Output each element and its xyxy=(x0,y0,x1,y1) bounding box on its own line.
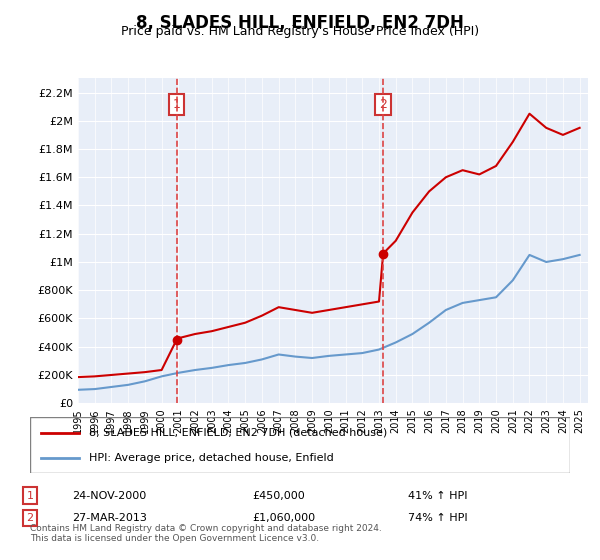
Text: 27-MAR-2013: 27-MAR-2013 xyxy=(72,513,147,523)
Text: 1: 1 xyxy=(173,98,181,111)
Text: £450,000: £450,000 xyxy=(252,491,305,501)
Text: £1,060,000: £1,060,000 xyxy=(252,513,315,523)
Text: 8, SLADES HILL, ENFIELD, EN2 7DH (detached house): 8, SLADES HILL, ENFIELD, EN2 7DH (detach… xyxy=(89,428,388,438)
Text: 8, SLADES HILL, ENFIELD, EN2 7DH: 8, SLADES HILL, ENFIELD, EN2 7DH xyxy=(136,14,464,32)
Text: 1: 1 xyxy=(26,491,34,501)
Text: 24-NOV-2000: 24-NOV-2000 xyxy=(72,491,146,501)
Text: HPI: Average price, detached house, Enfield: HPI: Average price, detached house, Enfi… xyxy=(89,452,334,463)
Text: 41% ↑ HPI: 41% ↑ HPI xyxy=(408,491,467,501)
Text: Contains HM Land Registry data © Crown copyright and database right 2024.
This d: Contains HM Land Registry data © Crown c… xyxy=(30,524,382,543)
Text: Price paid vs. HM Land Registry's House Price Index (HPI): Price paid vs. HM Land Registry's House … xyxy=(121,25,479,38)
Text: 2: 2 xyxy=(26,513,34,523)
Text: 2: 2 xyxy=(379,98,387,111)
Text: 74% ↑ HPI: 74% ↑ HPI xyxy=(408,513,467,523)
